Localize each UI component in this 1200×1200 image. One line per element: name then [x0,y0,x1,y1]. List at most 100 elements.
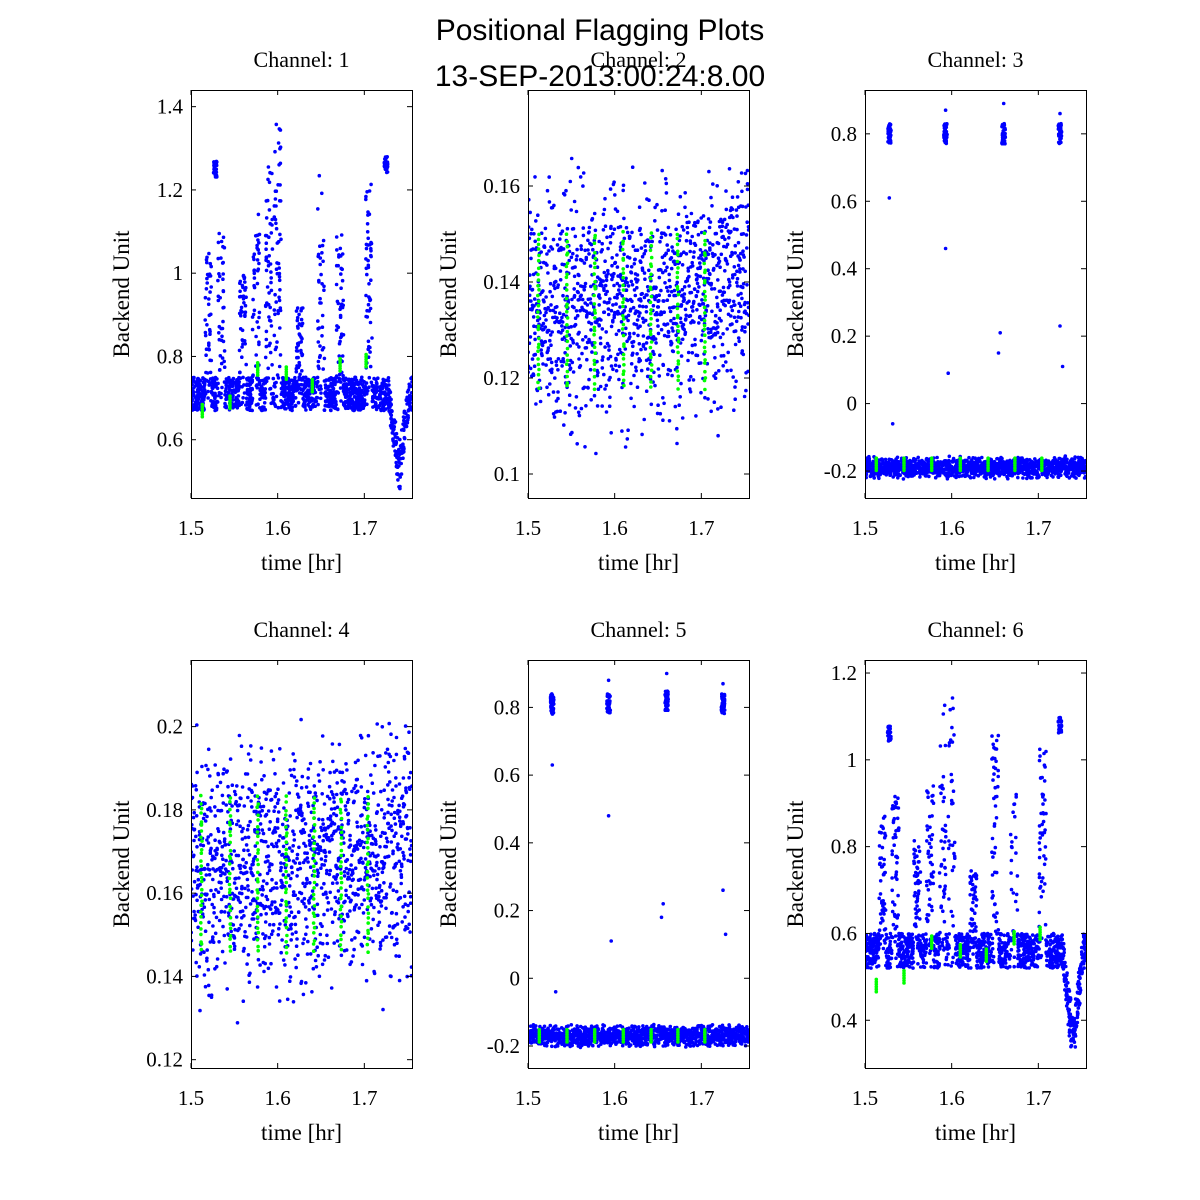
data-point [943,123,947,127]
data-point [196,401,201,405]
flagged-point [649,262,653,267]
flagged-point [364,352,368,357]
data-point [663,208,667,212]
data-point [583,445,587,449]
data-point [617,311,621,316]
data-point [611,303,615,307]
data-point [741,249,745,253]
data-point [744,388,748,393]
data-point [706,397,710,401]
flagged-point [228,396,232,401]
data-point [614,369,619,373]
data-point [194,404,199,409]
data-point [367,385,371,390]
data-point [1063,454,1068,458]
data-point [397,460,401,465]
data-point [192,853,196,858]
data-point [710,309,714,314]
data-point [385,170,390,174]
flagged-point [703,333,707,338]
data-point [612,283,616,288]
data-point [206,396,210,400]
data-point [221,339,226,344]
data-point [258,388,263,393]
data-point [643,244,647,248]
data-point [630,283,635,287]
data-point [720,342,725,347]
data-point [663,177,668,181]
data-point [541,362,545,366]
data-point [533,331,537,336]
data-point [237,295,242,299]
flagged-point [593,341,597,345]
data-point [723,269,727,273]
data-point [297,312,301,317]
data-point [216,256,220,261]
data-point [192,375,196,380]
data-point [320,313,325,318]
data-point [666,225,671,230]
data-point [207,383,211,387]
data-point [718,265,722,270]
data-point [315,382,319,386]
data-point [724,207,729,212]
data-point [277,274,282,279]
data-point [264,247,268,251]
data-point [238,279,243,284]
data-point [612,227,617,231]
data-point [216,278,220,283]
data-point [670,373,674,378]
flagged-point [621,275,625,280]
flagged-point [592,332,596,337]
data-point [252,285,257,290]
data-point [234,386,239,391]
data-point [192,909,196,914]
data-point [295,341,300,346]
data-point [643,277,647,282]
data-point [221,319,225,324]
data-point [671,349,676,354]
data-point [355,405,359,410]
data-point [1016,475,1020,480]
data-point [191,815,196,820]
data-point [684,317,688,321]
data-point [317,173,322,178]
data-point [202,390,206,395]
data-point [320,334,324,338]
x-tick-label: 1.5 [178,516,204,540]
flagged-point [702,378,707,383]
data-point [224,381,228,385]
data-point [230,378,235,383]
flagged-point [593,284,597,289]
data-point [396,478,400,482]
data-point [706,252,711,257]
data-point [618,305,622,309]
data-point [655,202,659,207]
data-point [617,347,622,352]
data-point [364,197,368,202]
data-point [241,273,246,278]
flagged-point [702,318,707,323]
data-point [204,257,209,262]
data-point [308,407,313,412]
data-point [608,375,612,380]
data-point [586,386,590,390]
data-point [210,404,214,409]
data-point [195,974,199,978]
data-point [553,266,558,271]
data-point [368,350,372,354]
data-point [295,388,300,392]
flagged-point [565,272,569,277]
data-point [598,341,603,346]
data-point [743,171,748,176]
flagged-point [228,394,232,398]
data-point [550,330,554,334]
data-point [340,354,345,358]
y-axis-label: Backend Unit [436,230,461,358]
flagged-point [702,327,707,332]
data-point [724,189,728,193]
data-point [658,239,662,244]
data-point [204,378,209,383]
data-point [364,381,369,385]
data-point [677,403,681,408]
